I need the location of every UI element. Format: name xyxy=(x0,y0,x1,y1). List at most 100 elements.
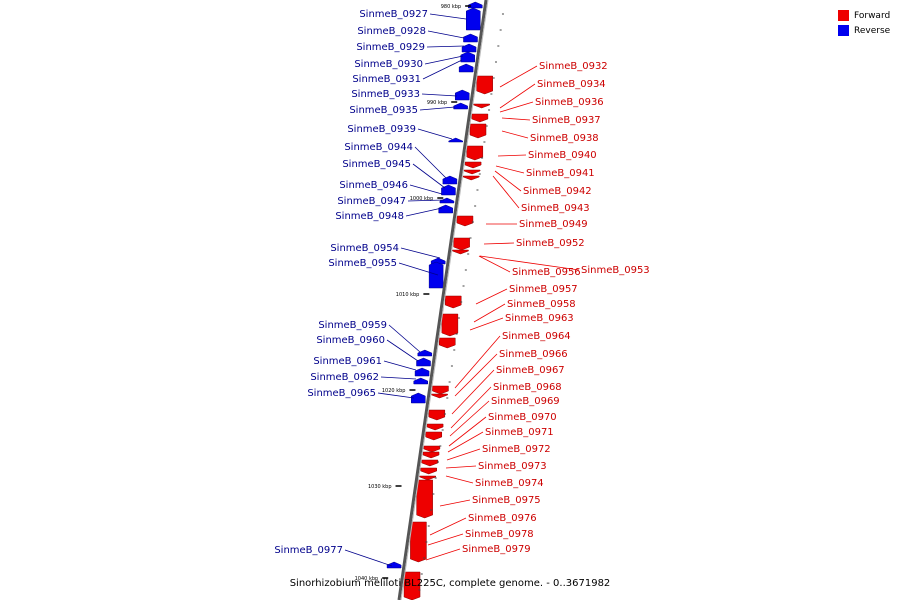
forward-gene-label[interactable]: SinmeB_0932 xyxy=(539,61,608,72)
forward-gene-label[interactable]: SinmeB_0971 xyxy=(485,427,554,438)
forward-leader-line xyxy=(429,517,467,536)
forward-leader-line xyxy=(497,154,527,157)
forward-gene-label[interactable]: SinmeB_0969 xyxy=(491,396,560,407)
forward-gene-label[interactable]: SinmeB_0974 xyxy=(475,478,544,489)
forward-leader-line xyxy=(447,431,484,453)
forward-gene-glyph xyxy=(476,75,493,95)
forward-gene-label[interactable]: SinmeB_0936 xyxy=(535,97,604,108)
reverse-gene-glyphs xyxy=(386,1,483,569)
forward-gene-glyph xyxy=(410,521,427,563)
reverse-gene-label[interactable]: SinmeB_0955 xyxy=(328,258,397,269)
forward-gene-label[interactable]: SinmeB_0941 xyxy=(526,168,595,179)
reverse-gene-label[interactable]: SinmeB_0965 xyxy=(307,388,376,399)
forward-gene-label[interactable]: SinmeB_0952 xyxy=(516,238,585,249)
reverse-gene-label[interactable]: SinmeB_0961 xyxy=(313,356,382,367)
reverse-leader-line xyxy=(386,339,419,362)
reverse-gene-label[interactable]: SinmeB_0931 xyxy=(352,74,421,85)
forward-gene-glyph xyxy=(431,393,448,399)
forward-gene-label[interactable]: SinmeB_0972 xyxy=(482,444,551,455)
forward-gene-label[interactable]: SinmeB_0979 xyxy=(462,544,531,555)
forward-gene-label[interactable]: SinmeB_0942 xyxy=(523,186,592,197)
reverse-gene-label[interactable]: SinmeB_0930 xyxy=(354,59,423,70)
tick-label: 1010 kbp xyxy=(396,292,420,298)
forward-leader-line xyxy=(449,400,490,437)
forward-gene-label[interactable]: SinmeB_0968 xyxy=(493,382,562,393)
forward-gene-label[interactable]: SinmeB_0937 xyxy=(532,115,601,126)
reverse-gene-glyph xyxy=(416,357,431,367)
forward-leader-line xyxy=(427,533,464,546)
forward-gene-label[interactable]: SinmeB_0953 xyxy=(581,265,650,276)
forward-leader-line xyxy=(454,353,498,397)
legend-forward: Forward xyxy=(838,8,890,23)
forward-gene-label[interactable]: SinmeB_0943 xyxy=(521,203,590,214)
gene-labels: SinmeB_0932 SinmeB_0934 SinmeB_0936 SinmeB_… xyxy=(274,9,649,556)
forward-gene-label[interactable]: SinmeB_0956 xyxy=(512,267,581,278)
forward-gene-glyph xyxy=(466,145,484,161)
forward-gene-glyph xyxy=(463,169,481,175)
reverse-gene-label[interactable]: SinmeB_0959 xyxy=(318,320,387,331)
backbone-shadow xyxy=(400,0,489,600)
reverse-gene-label[interactable]: SinmeB_0935 xyxy=(349,105,418,116)
reverse-gene-label[interactable]: SinmeB_0960 xyxy=(316,335,385,346)
reverse-gene-glyph xyxy=(417,349,433,357)
reverse-gene-label[interactable]: SinmeB_0962 xyxy=(310,372,379,383)
forward-leader-line xyxy=(439,499,471,507)
forward-leader-line xyxy=(483,242,515,245)
reverse-gene-label[interactable]: SinmeB_0939 xyxy=(347,124,416,135)
reverse-gene-glyph xyxy=(442,175,458,185)
forward-gene-glyph xyxy=(419,475,436,481)
reverse-gene-label[interactable]: SinmeB_0929 xyxy=(356,42,425,53)
forward-gene-label[interactable]: SinmeB_0976 xyxy=(468,513,537,524)
reverse-gene-label[interactable]: SinmeB_0948 xyxy=(335,211,404,222)
reverse-leader-line xyxy=(388,324,421,353)
reverse-leader-line xyxy=(429,13,467,20)
reverse-gene-glyph xyxy=(448,137,463,143)
forward-gene-glyph xyxy=(420,467,437,475)
forward-gene-glyph xyxy=(462,175,480,181)
reverse-gene-label[interactable]: SinmeB_0928 xyxy=(357,26,426,37)
forward-gene-glyph xyxy=(456,215,474,227)
reverse-gene-label[interactable]: SinmeB_0945 xyxy=(342,159,411,170)
forward-gene-label[interactable]: SinmeB_0973 xyxy=(478,461,547,472)
reverse-leader-line xyxy=(417,128,453,140)
reverse-gene-label[interactable]: SinmeB_0946 xyxy=(339,180,408,191)
reverse-gene-label[interactable]: SinmeB_0977 xyxy=(274,545,343,556)
genome-caption: Sinorhizobium meliloti BL225C, complete … xyxy=(289,578,611,589)
forward-gene-glyph xyxy=(428,409,446,421)
reverse-leader-line xyxy=(405,207,443,217)
reverse-gene-label[interactable]: SinmeB_0933 xyxy=(351,89,420,100)
forward-gene-label[interactable]: SinmeB_0958 xyxy=(507,299,576,310)
forward-gene-label[interactable]: SinmeB_0964 xyxy=(502,331,571,342)
forward-gene-label[interactable]: SinmeB_0978 xyxy=(465,529,534,540)
forward-leader-line xyxy=(445,475,474,484)
forward-gene-label[interactable]: SinmeB_0966 xyxy=(499,349,568,360)
reverse-gene-label[interactable]: SinmeB_0954 xyxy=(330,243,399,254)
forward-leader-line xyxy=(499,101,534,113)
legend-reverse-label: Reverse xyxy=(854,25,891,36)
forward-leader-line xyxy=(450,386,492,429)
forward-gene-label[interactable]: SinmeB_0957 xyxy=(509,284,578,295)
forward-gene-glyph xyxy=(403,571,421,600)
forward-gene-label[interactable]: SinmeB_0949 xyxy=(519,219,588,230)
forward-leader-line xyxy=(448,416,487,447)
forward-gene-label[interactable]: SinmeB_0938 xyxy=(530,133,599,144)
backbone-line xyxy=(397,0,488,600)
forward-leader-line xyxy=(478,255,511,273)
forward-gene-label[interactable]: SinmeB_0975 xyxy=(472,495,541,506)
forward-leader-line xyxy=(499,83,536,109)
reverse-gene-label[interactable]: SinmeB_0927 xyxy=(359,9,428,20)
forward-gene-label[interactable]: SinmeB_0967 xyxy=(496,365,565,376)
forward-gene-label[interactable]: SinmeB_0940 xyxy=(528,150,597,161)
tick-label: 1040 kbp xyxy=(355,576,379,582)
forward-gene-label[interactable]: SinmeB_0970 xyxy=(488,412,557,423)
reverse-gene-label[interactable]: SinmeB_0944 xyxy=(344,142,413,153)
forward-gene-glyph xyxy=(471,113,489,123)
reverse-gene-glyph xyxy=(414,367,430,377)
reverse-gene-label[interactable]: SinmeB_0947 xyxy=(337,196,406,207)
reverse-leader-line xyxy=(400,247,441,259)
forward-gene-label[interactable]: SinmeB_0963 xyxy=(505,313,574,324)
reverse-gene-glyph xyxy=(463,33,478,43)
forward-leader-line xyxy=(492,175,520,209)
forward-gene-label[interactable]: SinmeB_0934 xyxy=(537,79,606,90)
reverse-leader-line xyxy=(344,549,393,567)
